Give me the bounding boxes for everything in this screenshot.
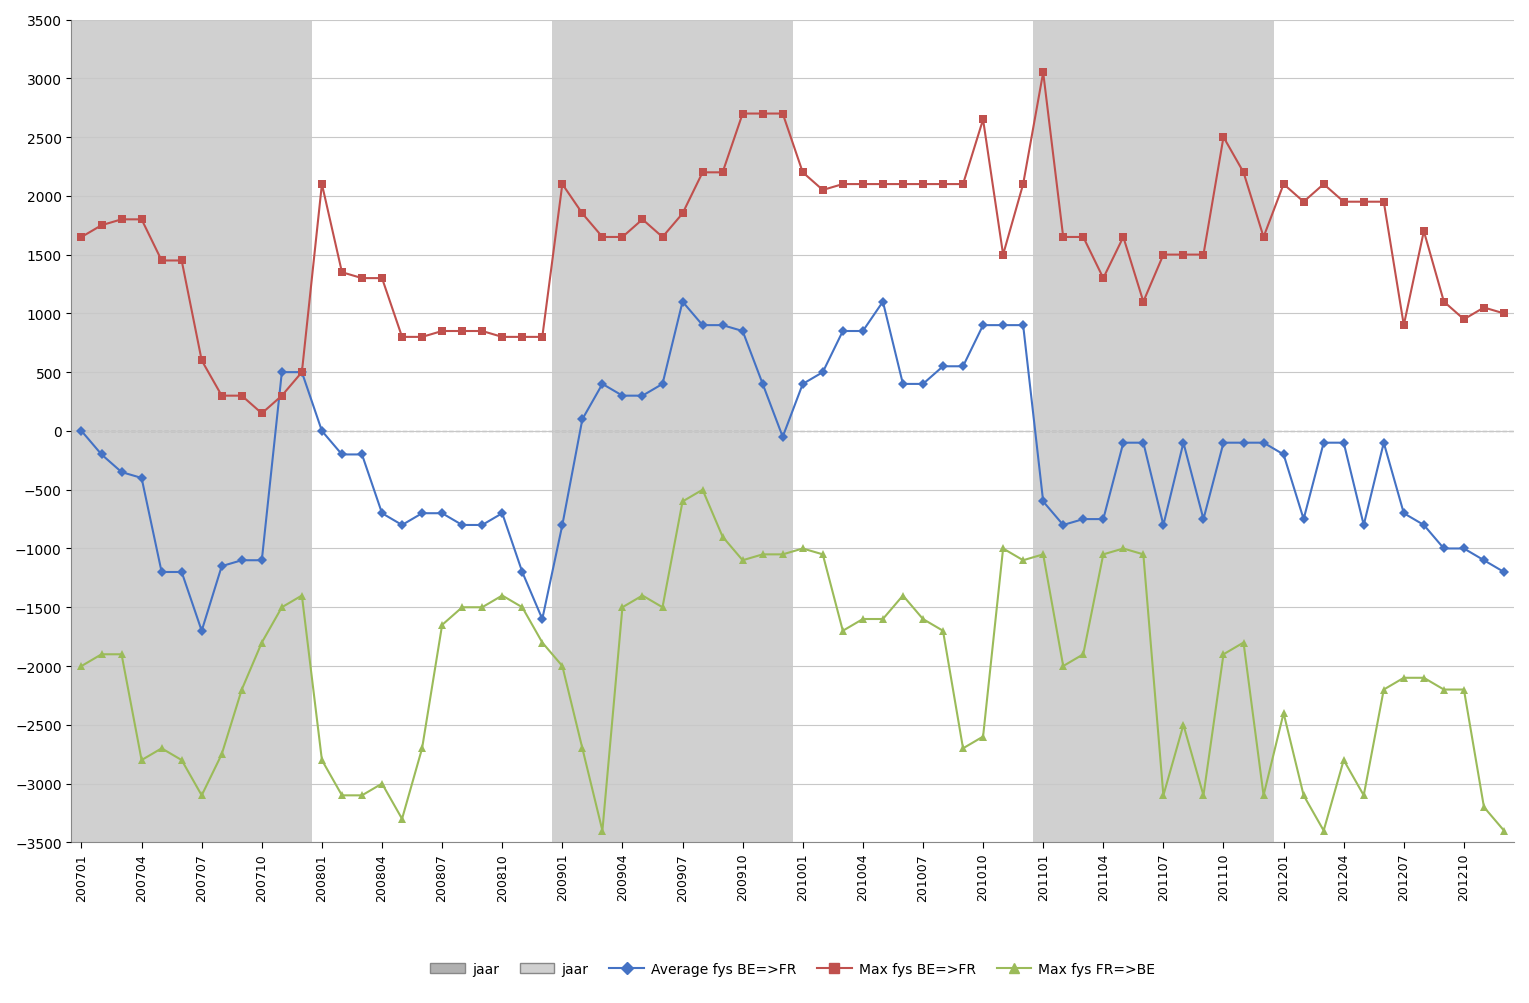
Bar: [633, 20, 653, 843]
Average fys BE=>FR: [1414, 520, 1433, 532]
Average fys BE=>FR: [1014, 320, 1032, 332]
Bar: [92, 20, 112, 843]
Bar: [572, 20, 592, 843]
Max fys BE=>FR: [573, 209, 592, 221]
Bar: [1234, 20, 1254, 843]
Max fys FR=>BE: [272, 602, 291, 614]
Bar: [272, 20, 292, 843]
Average fys BE=>FR: [673, 296, 691, 308]
Bar: [1113, 20, 1133, 843]
Bar: [1053, 20, 1073, 843]
Bar: [191, 20, 211, 843]
Bar: [752, 20, 772, 843]
Line: Average fys BE=>FR: Average fys BE=>FR: [78, 299, 1508, 635]
Max fys FR=>BE: [72, 660, 90, 672]
Bar: [171, 20, 191, 843]
Max fys BE=>FR: [994, 250, 1012, 262]
Bar: [1153, 20, 1173, 843]
Bar: [732, 20, 752, 843]
Max fys FR=>BE: [1073, 649, 1092, 661]
Max fys FR=>BE: [1014, 555, 1032, 567]
Max fys BE=>FR: [894, 179, 913, 191]
Bar: [653, 20, 673, 843]
Bar: [1254, 20, 1274, 843]
Bar: [112, 20, 131, 843]
Max fys FR=>BE: [553, 660, 572, 672]
Max fys BE=>FR: [1414, 226, 1433, 238]
Bar: [693, 20, 713, 843]
Line: Max fys FR=>BE: Max fys FR=>BE: [78, 486, 1508, 834]
Max fys BE=>FR: [1495, 308, 1514, 320]
Bar: [1073, 20, 1093, 843]
Bar: [772, 20, 792, 843]
Average fys BE=>FR: [914, 378, 933, 390]
Bar: [232, 20, 252, 843]
Bar: [131, 20, 151, 843]
Average fys BE=>FR: [1495, 567, 1514, 579]
Average fys BE=>FR: [193, 625, 211, 637]
Average fys BE=>FR: [573, 414, 592, 426]
Bar: [292, 20, 312, 843]
Bar: [252, 20, 272, 843]
Max fys BE=>FR: [292, 367, 310, 379]
Max fys FR=>BE: [593, 824, 612, 837]
Bar: [211, 20, 232, 843]
Average fys BE=>FR: [72, 425, 90, 437]
Bar: [1093, 20, 1113, 843]
Bar: [1173, 20, 1194, 843]
Bar: [1214, 20, 1234, 843]
Max fys BE=>FR: [252, 408, 271, 420]
Bar: [673, 20, 693, 843]
Max fys BE=>FR: [1034, 67, 1052, 79]
Max fys BE=>FR: [72, 232, 90, 244]
Average fys BE=>FR: [1073, 514, 1092, 526]
Average fys BE=>FR: [292, 367, 310, 379]
Max fys FR=>BE: [1414, 672, 1433, 684]
Bar: [552, 20, 572, 843]
Bar: [1133, 20, 1153, 843]
Bar: [592, 20, 613, 843]
Bar: [72, 20, 92, 843]
Max fys FR=>BE: [914, 614, 933, 626]
Max fys FR=>BE: [694, 484, 713, 496]
Line: Max fys BE=>FR: Max fys BE=>FR: [78, 69, 1508, 418]
Bar: [1034, 20, 1053, 843]
Max fys BE=>FR: [1073, 232, 1092, 244]
Bar: [713, 20, 732, 843]
Bar: [613, 20, 633, 843]
Bar: [1194, 20, 1214, 843]
Bar: [151, 20, 171, 843]
Max fys FR=>BE: [1495, 824, 1514, 837]
Legend: jaar, jaar, Average fys BE=>FR, Max fys BE=>FR, Max fys FR=>BE: jaar, jaar, Average fys BE=>FR, Max fys …: [425, 956, 1161, 981]
